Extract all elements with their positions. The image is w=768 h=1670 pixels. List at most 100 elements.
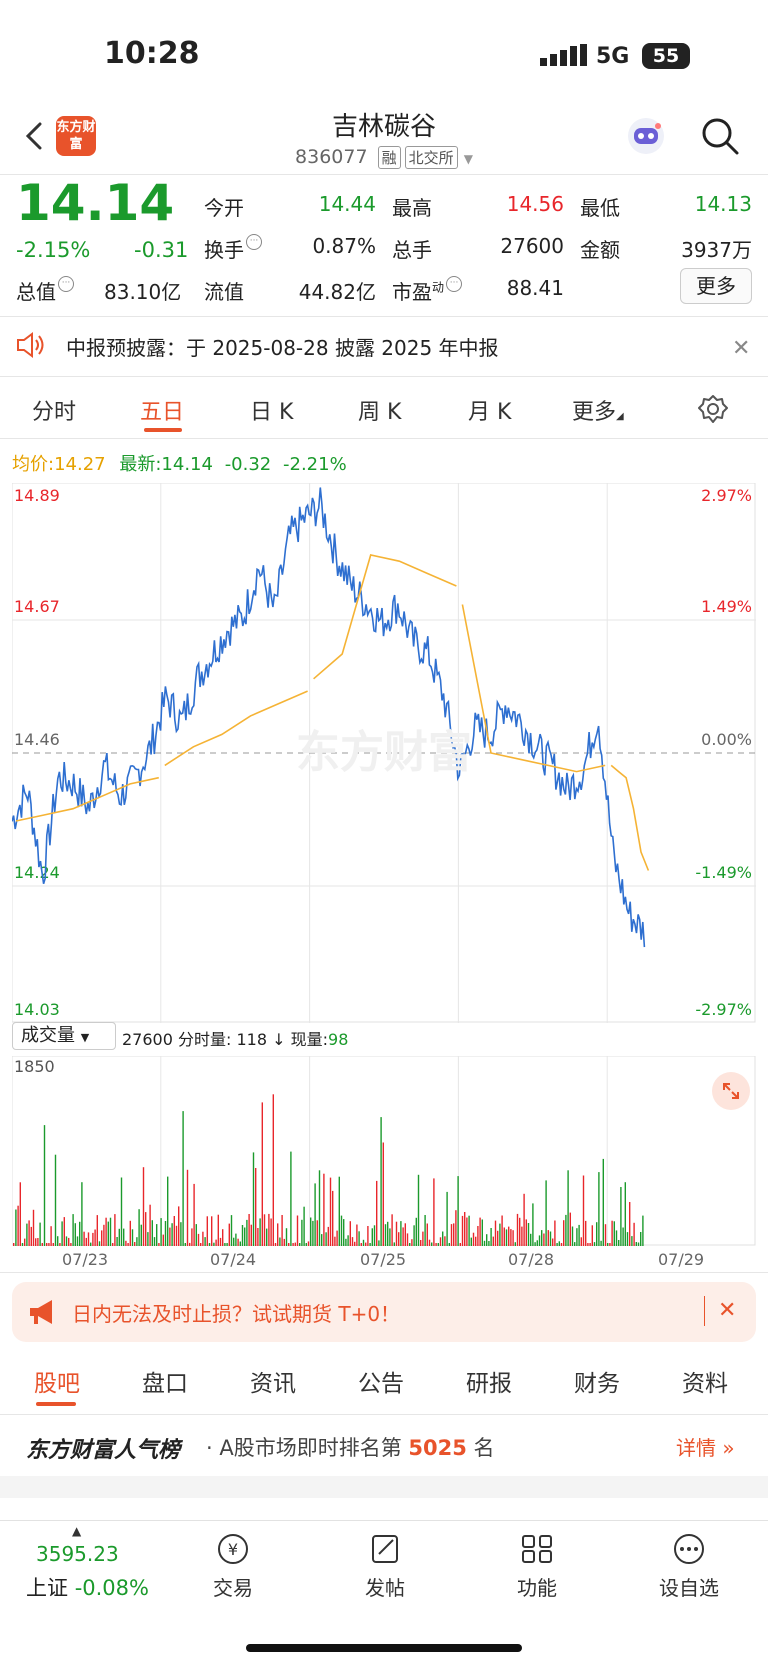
volume-bar — [450, 1224, 453, 1246]
index-value[interactable]: 3595.23 — [36, 1542, 119, 1566]
volume-bar — [263, 1214, 266, 1246]
tab-news[interactable]: 资讯 — [250, 1371, 296, 1397]
volume-bar — [574, 1242, 576, 1246]
info-icon[interactable]: ··· — [246, 234, 262, 250]
edit-icon — [372, 1535, 398, 1563]
volume-bar — [283, 1238, 285, 1246]
volume-bar — [180, 1222, 182, 1246]
high-label: 最高 — [392, 196, 432, 220]
index-name-change[interactable]: 上证 -0.08% — [26, 1576, 149, 1600]
tab-financials[interactable]: 财务 — [574, 1371, 620, 1397]
volume-bar — [325, 1232, 327, 1246]
volume-bar — [310, 1217, 312, 1246]
nav-post[interactable]: 发帖 — [340, 1532, 430, 1601]
volume-indicator-dropdown[interactable]: 成交量 ▼ — [12, 1022, 116, 1050]
volume-bar — [611, 1220, 613, 1246]
futures-promo-banner[interactable] — [12, 1282, 756, 1342]
volume-bar — [87, 1232, 90, 1246]
volume-bar — [356, 1224, 358, 1246]
tab-weekly-k[interactable]: 周 K — [358, 400, 402, 425]
tab-order-book[interactable]: 盘口 — [142, 1371, 188, 1397]
tab-intraday[interactable]: 分时 — [32, 400, 77, 425]
change-percent: -2.15% — [16, 238, 91, 262]
volume-bar — [213, 1242, 215, 1246]
volume-bar — [523, 1193, 525, 1246]
volume-bar — [556, 1243, 558, 1246]
tab-forum[interactable]: 股吧 — [34, 1371, 80, 1397]
info-icon[interactable]: ··· — [58, 276, 74, 292]
market-cap-label: 总值 ··· — [16, 276, 74, 305]
volume-bar — [94, 1229, 96, 1246]
close-icon[interactable]: ✕ — [718, 1298, 737, 1323]
volume-bar — [351, 1237, 354, 1246]
volume-bar — [446, 1191, 448, 1246]
volume-bar — [257, 1228, 259, 1246]
back-icon[interactable] — [20, 116, 50, 156]
search-icon[interactable] — [700, 116, 740, 156]
tab-monthly-k[interactable]: 月 K — [468, 400, 512, 425]
volume-bar — [147, 1232, 149, 1246]
promo-text[interactable]: 日内无法及时止损？试试期货 T+0！ — [72, 1302, 401, 1326]
volume-bar — [149, 1204, 151, 1246]
volume-bar — [543, 1233, 545, 1246]
volume-bar — [200, 1243, 202, 1246]
volume-bar-chart[interactable]: 1850 — [12, 1056, 756, 1246]
volume-bar — [514, 1242, 516, 1246]
volume-bar — [477, 1226, 479, 1246]
volume-bar — [501, 1215, 503, 1246]
volume-bar — [565, 1214, 567, 1246]
volume-bar — [453, 1223, 455, 1246]
popularity-rank-text: · A股市场即时排名第 5025 名 — [206, 1436, 495, 1460]
volume-bar — [224, 1243, 226, 1246]
volume-bar — [26, 1223, 28, 1246]
volume-bar — [411, 1239, 413, 1246]
expand-icon[interactable] — [712, 1072, 750, 1110]
volume-bar — [530, 1233, 532, 1246]
volume-bar — [545, 1180, 547, 1246]
nav-function[interactable]: 功能 — [492, 1532, 582, 1601]
volume-bar — [604, 1224, 607, 1246]
volume-bar — [435, 1243, 437, 1246]
tab-research[interactable]: 研报 — [466, 1371, 512, 1397]
volume-bar — [46, 1243, 48, 1246]
close-icon[interactable]: ✕ — [732, 336, 751, 361]
settings-gear-icon[interactable] — [698, 394, 728, 428]
volume-bar — [497, 1230, 499, 1246]
volume-bar — [184, 1243, 186, 1246]
five-day-price-chart[interactable]: 14.89 14.67 14.46 14.24 14.03 2.97% 1.49% 0.00%… — [12, 483, 756, 1023]
more-dots-icon — [674, 1534, 704, 1564]
notice-text[interactable]: 中报预披露：于 2025-08-28 披露 2025 年中报 — [66, 336, 499, 360]
volume-bar — [301, 1219, 303, 1246]
volume-bar — [105, 1217, 107, 1246]
volume-bar — [70, 1243, 72, 1246]
volume-bar — [420, 1240, 422, 1246]
tab-more[interactable]: 更多◢ — [572, 400, 624, 425]
volume-bar — [48, 1243, 50, 1246]
nav-add-watchlist[interactable]: 设自选 — [644, 1532, 734, 1601]
dropdown-icon[interactable]: ▼ — [463, 152, 473, 166]
info-icon[interactable]: ··· — [446, 276, 463, 292]
more-button[interactable]: 更多 — [680, 268, 752, 304]
volume-bar — [472, 1232, 475, 1246]
volume-bar — [629, 1202, 631, 1246]
volume-bar — [615, 1230, 618, 1246]
volume-bar — [613, 1221, 615, 1246]
volume-bar — [406, 1233, 409, 1246]
price-series-line — [12, 487, 646, 948]
tab-profile[interactable]: 资料 — [682, 1371, 728, 1397]
y-axis-label-right: -1.49% — [695, 863, 752, 882]
volume-bar — [270, 1218, 272, 1246]
popularity-detail-link[interactable]: 详情 » — [676, 1436, 735, 1460]
tab-five-day[interactable]: 五日 — [140, 400, 185, 425]
volume-bar — [189, 1242, 191, 1246]
tab-daily-k[interactable]: 日 K — [250, 400, 294, 425]
volume-bar — [464, 1212, 466, 1246]
nav-trade[interactable]: ¥ 交易 — [188, 1532, 278, 1601]
tab-announcements[interactable]: 公告 — [358, 1371, 404, 1397]
volume-bar — [217, 1214, 219, 1246]
volume-bar — [503, 1227, 505, 1246]
robot-assistant-icon[interactable] — [624, 114, 668, 158]
volume-bar — [17, 1205, 19, 1246]
volume-bar — [219, 1237, 222, 1246]
volume-bar — [30, 1226, 32, 1246]
